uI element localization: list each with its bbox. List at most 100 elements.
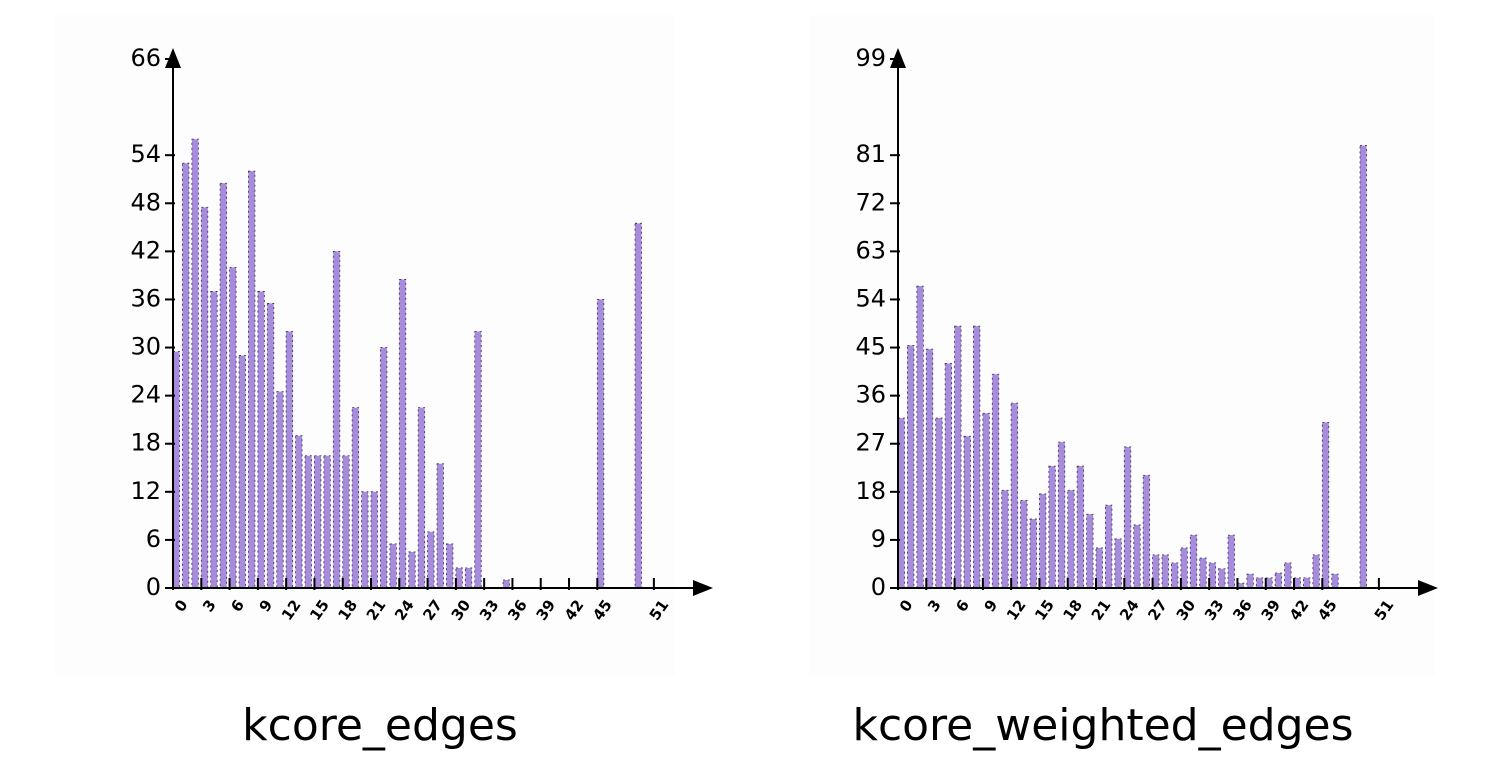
bar [200,206,209,589]
bar [1039,493,1047,589]
bar [304,455,312,589]
bar [1029,518,1037,589]
y-tick-label: 54 [855,284,886,312]
bar [1001,489,1009,589]
bar [257,291,265,589]
bar [1208,562,1217,589]
bar [897,417,905,589]
y-tick-label: 99 [855,44,886,72]
bar [1312,554,1320,589]
bar [276,391,284,589]
bar [1123,446,1132,589]
bar [1227,534,1235,589]
y-tick-label: 27 [855,429,886,457]
bar [1293,577,1301,589]
bar [1246,573,1254,589]
y-tick-label: 45 [855,333,886,361]
bar [351,407,360,589]
bar [361,491,369,589]
bar [1095,547,1103,589]
bar [1133,524,1141,589]
bar [963,435,971,589]
y-tick-label: 0 [871,573,886,601]
bar [1359,145,1367,589]
bar [944,363,953,589]
bar [370,491,378,589]
bar [991,373,1000,589]
bar [1199,557,1207,589]
bar [1218,568,1226,589]
bar [935,417,943,589]
y-tick-label: 24 [130,381,161,409]
bar [1105,504,1113,589]
bar [907,345,915,589]
bar [1057,441,1066,589]
x-axis-arrow [693,580,713,596]
bar [954,325,962,589]
bar [634,222,642,589]
bar [446,543,454,589]
y-tick-label: 0 [146,573,161,601]
bar [1274,572,1283,589]
bar [1076,465,1085,589]
y-tick-label: 30 [130,333,161,361]
bar [1284,562,1292,589]
bar [1255,577,1264,589]
chart-title: kcore_weighted_edges [852,700,1353,751]
x-axis-arrow [1418,580,1438,596]
bar [925,348,934,589]
bar [916,285,924,589]
bar [1180,547,1188,589]
bar [973,325,981,589]
bar [182,162,190,589]
y-tick-label: 81 [855,140,886,168]
bar [248,170,256,589]
bar [1067,489,1075,589]
bar [219,182,228,589]
bar [1303,577,1311,589]
y-tick-label: 9 [871,525,886,553]
y-tick-label: 18 [855,477,886,505]
y-tick-label: 48 [130,188,161,216]
bar [474,331,482,589]
bar [1152,554,1160,589]
bar [1114,538,1122,589]
bar [229,266,237,589]
y-tick-label: 54 [130,140,161,168]
y-tick-label: 36 [130,284,161,312]
bar [342,455,350,589]
bar [408,551,416,589]
bar [1161,554,1169,589]
bar [1048,465,1056,589]
bar [1171,562,1179,589]
y-tick-label: 66 [130,44,161,72]
y-tick-label: 12 [130,477,161,505]
bar [323,455,331,589]
bar [464,567,473,589]
bar [1086,513,1094,589]
bar [1010,402,1019,589]
bar [596,299,605,589]
bar [238,355,246,589]
bar [417,407,426,589]
bar [1189,534,1198,589]
bar [502,579,510,589]
bar [982,412,990,589]
y-tick-label: 42 [130,236,161,264]
y-tick-label: 72 [855,188,886,216]
bar [266,303,275,589]
bar [332,250,341,589]
bar [455,567,463,589]
bar [1321,421,1330,589]
bar [191,138,199,589]
bar [295,435,303,589]
bar [398,279,407,589]
bar [436,463,444,589]
bar [285,331,294,589]
bar [314,455,322,589]
y-tick-label: 36 [855,381,886,409]
bar [210,291,218,589]
chart-title: kcore_edges [242,700,518,751]
y-tick-label: 63 [855,236,886,264]
